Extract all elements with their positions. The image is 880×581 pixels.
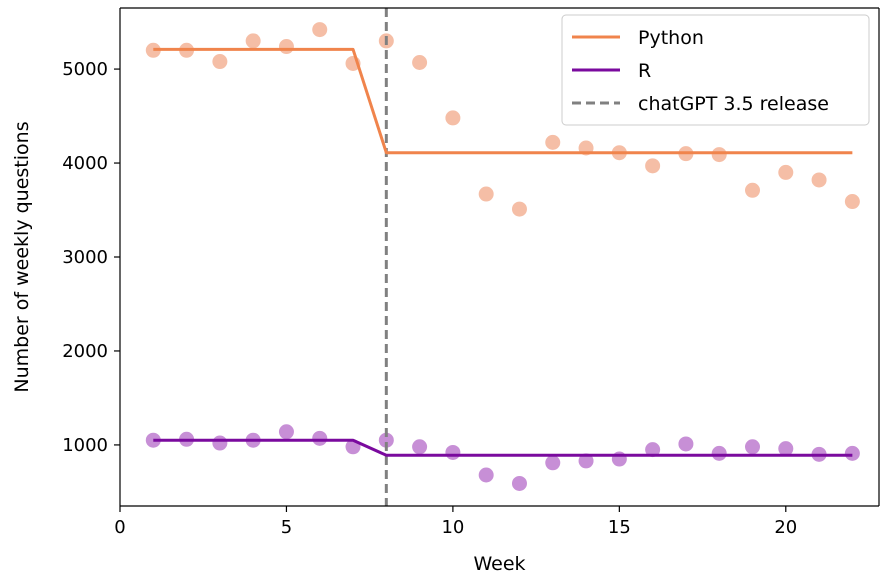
r-point — [645, 442, 661, 458]
python-point — [645, 158, 661, 174]
r-point — [412, 439, 428, 455]
python-point — [844, 194, 860, 210]
y-tick-label: 1000 — [62, 435, 108, 456]
python-point — [811, 172, 827, 188]
ticks: 0 5 10 15 20 1000 2000 3000 4000 5000 — [62, 59, 797, 538]
r-point — [312, 430, 328, 446]
legend-python-label: Python — [638, 27, 704, 49]
y-tick-label: 5000 — [62, 59, 108, 80]
python-point — [245, 33, 261, 49]
r-point — [711, 445, 727, 461]
r-point — [478, 467, 494, 483]
r-point — [678, 436, 694, 452]
r-point — [745, 439, 760, 455]
r-point — [212, 435, 228, 451]
r-point — [545, 455, 561, 471]
r-point — [445, 444, 461, 460]
x-axis-label: Week — [473, 553, 525, 575]
r-point — [278, 424, 294, 440]
legend: Python R chatGPT 3.5 release — [561, 14, 870, 126]
y-tick-label: 2000 — [62, 341, 108, 362]
python-point — [711, 147, 727, 163]
fit-lines — [153, 47, 853, 457]
python-point — [278, 39, 294, 55]
python-point — [212, 54, 228, 70]
y-tick-label: 4000 — [62, 153, 108, 174]
y-axis-label: Number of weekly questions — [11, 121, 33, 392]
r-point — [778, 441, 794, 457]
python-point — [412, 54, 428, 70]
y-tick-label: 3000 — [62, 247, 108, 268]
python-point — [312, 22, 328, 38]
r-point — [578, 453, 594, 469]
x-tick-label: 20 — [774, 517, 797, 538]
python-point — [778, 164, 794, 180]
python-fit-line — [153, 47, 853, 155]
r-point — [511, 475, 527, 491]
python-point — [745, 182, 760, 198]
python-point — [445, 110, 461, 126]
legend-box — [561, 14, 870, 126]
r-fit-line — [153, 438, 853, 457]
r-point — [844, 445, 860, 461]
r-point — [378, 432, 394, 448]
python-point — [511, 201, 527, 217]
python-point — [478, 186, 494, 202]
x-tick-label: 0 — [114, 517, 125, 538]
x-tick-label: 15 — [608, 517, 631, 538]
legend-r-label: R — [638, 60, 651, 82]
x-tick-label: 5 — [281, 517, 292, 538]
python-point — [545, 134, 561, 150]
x-tick-label: 10 — [441, 517, 464, 538]
legend-release-label: chatGPT 3.5 release — [638, 93, 829, 115]
